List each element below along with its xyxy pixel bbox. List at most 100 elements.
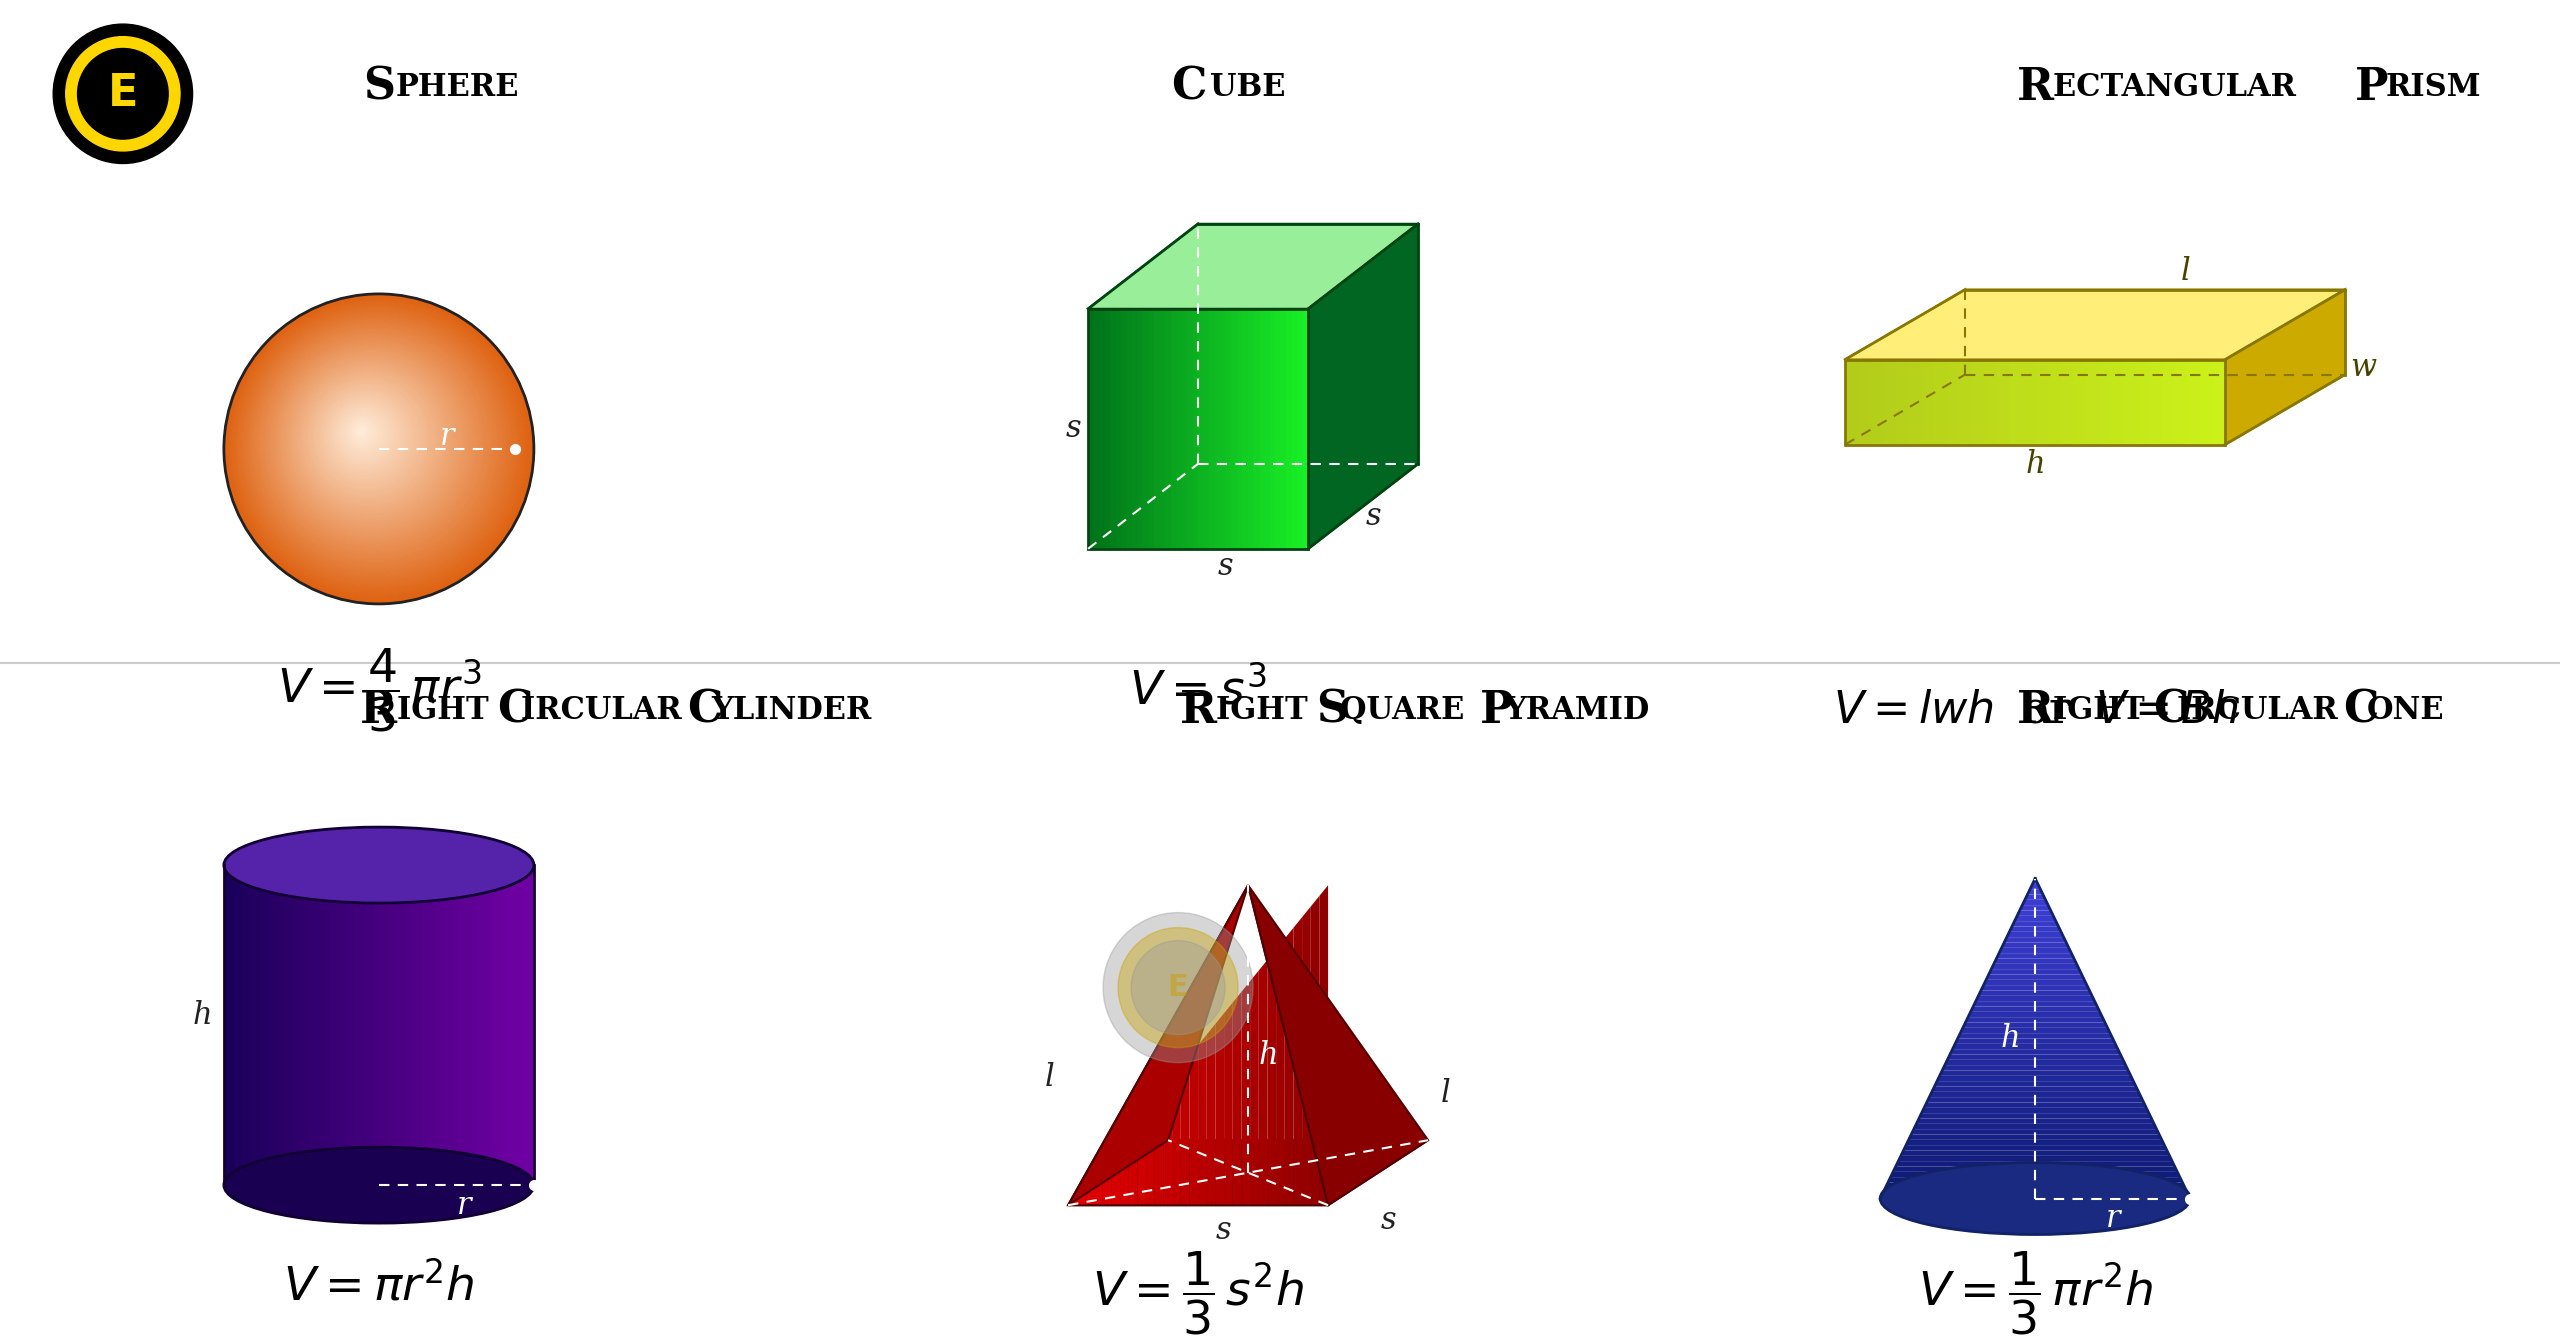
Circle shape	[233, 303, 522, 594]
Polygon shape	[2022, 900, 2048, 904]
Circle shape	[289, 359, 451, 521]
Polygon shape	[1943, 1065, 2127, 1071]
Circle shape	[353, 423, 369, 440]
Polygon shape	[509, 866, 515, 1185]
Polygon shape	[243, 866, 248, 1185]
Polygon shape	[1068, 1194, 1078, 1205]
Text: h: h	[192, 1000, 212, 1030]
Polygon shape	[1889, 1172, 2181, 1177]
Polygon shape	[261, 866, 266, 1185]
Text: s: s	[1216, 1214, 1231, 1246]
Polygon shape	[2035, 359, 2048, 445]
Polygon shape	[1126, 308, 1132, 549]
Polygon shape	[1129, 1120, 1137, 1205]
Polygon shape	[404, 866, 410, 1185]
Text: C: C	[686, 689, 722, 732]
Text: YRAMID: YRAMID	[1505, 694, 1649, 726]
Polygon shape	[1155, 1088, 1162, 1205]
Polygon shape	[1293, 917, 1303, 1205]
Circle shape	[243, 312, 509, 580]
Circle shape	[279, 348, 466, 535]
Polygon shape	[1121, 1131, 1129, 1205]
Circle shape	[333, 402, 397, 468]
Polygon shape	[484, 866, 492, 1185]
Polygon shape	[1859, 359, 1871, 445]
Text: l: l	[1044, 1061, 1055, 1092]
Text: $V = lwh\;$ or $\;V = Bh$: $V = lwh\;$ or $\;V = Bh$	[1833, 689, 2237, 732]
Polygon shape	[1892, 1167, 2179, 1172]
Circle shape	[292, 360, 451, 520]
Polygon shape	[248, 866, 256, 1185]
Text: $V = \dfrac{1}{3}\,s^{2}h$: $V = \dfrac{1}{3}\,s^{2}h$	[1093, 1249, 1303, 1337]
Polygon shape	[330, 866, 335, 1185]
Polygon shape	[1948, 1055, 2122, 1060]
Polygon shape	[1249, 886, 1428, 1205]
Circle shape	[282, 352, 461, 531]
Polygon shape	[1111, 308, 1116, 549]
Text: l: l	[2138, 973, 2148, 1004]
Polygon shape	[1247, 308, 1252, 549]
Text: C: C	[2342, 689, 2378, 732]
Polygon shape	[1879, 1193, 2191, 1198]
Polygon shape	[1930, 1092, 2140, 1097]
Polygon shape	[1871, 359, 1884, 445]
Polygon shape	[1236, 308, 1242, 549]
Polygon shape	[1997, 953, 2074, 958]
Circle shape	[312, 383, 422, 492]
Polygon shape	[1958, 1033, 2112, 1038]
Circle shape	[338, 407, 392, 461]
Circle shape	[312, 382, 422, 493]
Polygon shape	[466, 866, 471, 1185]
Text: l: l	[1441, 1077, 1452, 1108]
Polygon shape	[379, 866, 384, 1185]
Circle shape	[223, 293, 535, 604]
Text: RISM: RISM	[2386, 71, 2481, 103]
Polygon shape	[1234, 992, 1242, 1205]
Polygon shape	[1116, 308, 1121, 549]
Text: h: h	[1260, 1040, 1277, 1071]
Circle shape	[297, 367, 440, 511]
Circle shape	[338, 409, 389, 460]
Polygon shape	[1956, 1038, 2115, 1044]
Text: h: h	[1999, 1022, 2020, 1055]
Circle shape	[77, 48, 169, 139]
Polygon shape	[2125, 359, 2138, 445]
Polygon shape	[2074, 359, 2086, 445]
Polygon shape	[471, 866, 479, 1185]
Polygon shape	[1964, 1022, 2107, 1028]
Polygon shape	[353, 866, 361, 1185]
Polygon shape	[2225, 289, 2345, 445]
Polygon shape	[1946, 359, 1958, 445]
Polygon shape	[1088, 224, 1418, 308]
Text: $V = s^{3}$: $V = s^{3}$	[1129, 666, 1267, 714]
Circle shape	[340, 410, 387, 457]
Text: r: r	[456, 1190, 471, 1221]
Polygon shape	[1971, 359, 1984, 445]
Polygon shape	[1308, 224, 1418, 549]
Polygon shape	[1226, 308, 1231, 549]
Polygon shape	[392, 866, 397, 1185]
Circle shape	[358, 427, 366, 436]
Polygon shape	[440, 866, 448, 1185]
Polygon shape	[2061, 359, 2074, 445]
Polygon shape	[1910, 1135, 2161, 1140]
Circle shape	[248, 319, 502, 571]
Polygon shape	[374, 866, 379, 1185]
Circle shape	[1103, 913, 1252, 1063]
Polygon shape	[1085, 1174, 1093, 1205]
Ellipse shape	[223, 827, 535, 903]
Polygon shape	[1915, 1124, 2156, 1130]
Polygon shape	[2028, 890, 2043, 895]
Polygon shape	[1984, 980, 2086, 985]
Circle shape	[271, 340, 476, 545]
Circle shape	[307, 377, 430, 500]
Polygon shape	[1121, 308, 1126, 549]
Text: $V = \dfrac{1}{3}\,\pi r^{2}h$: $V = \dfrac{1}{3}\,\pi r^{2}h$	[1917, 1249, 2153, 1337]
Circle shape	[266, 336, 479, 549]
Polygon shape	[1162, 1077, 1172, 1205]
Polygon shape	[1093, 308, 1098, 549]
Polygon shape	[1221, 308, 1226, 549]
Circle shape	[282, 351, 463, 532]
Polygon shape	[1149, 308, 1155, 549]
Polygon shape	[1203, 308, 1208, 549]
